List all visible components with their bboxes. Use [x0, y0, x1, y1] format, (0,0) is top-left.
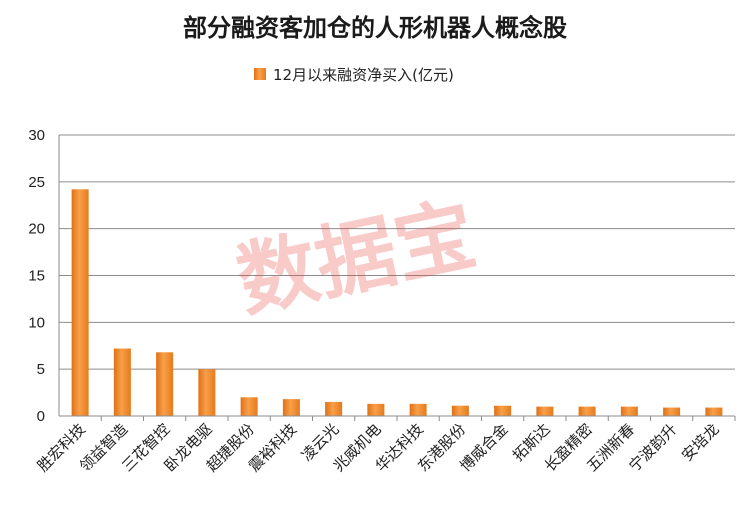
bar [536, 406, 554, 416]
bar [409, 403, 427, 416]
y-tick-label: 0 [37, 408, 45, 425]
bar [113, 348, 131, 416]
y-tick-label: 5 [37, 361, 45, 378]
x-axis: 胜宏科技领益智造三花智控卧龙电驱超捷股份震裕科技凌云光兆威机电华达科技东港股份博… [34, 415, 736, 475]
bar [578, 406, 596, 416]
watermark: 数据宝 [229, 188, 483, 329]
bar [240, 397, 258, 416]
bar [156, 352, 174, 416]
y-axis: 0 5 10 15 20 25 30 [28, 127, 60, 425]
bar [451, 405, 469, 416]
y-tick-label: 10 [28, 314, 45, 331]
bar [494, 405, 512, 416]
y-tick-label: 30 [28, 127, 45, 144]
bar [198, 369, 216, 416]
legend-label: 12月以来融资净买入(亿元) [273, 66, 454, 84]
bar [663, 407, 681, 416]
bar [282, 399, 300, 416]
bar [367, 403, 385, 416]
chart-title: 部分融资客加仓的人形机器人概念股 [183, 14, 567, 42]
x-tick-label: 安培龙 [678, 420, 723, 465]
y-tick-label: 15 [28, 268, 45, 285]
bar [71, 189, 89, 416]
bar [325, 401, 343, 416]
y-tick-label: 25 [28, 174, 45, 191]
legend: 12月以来融资净买入(亿元) [254, 66, 454, 84]
bars [71, 189, 723, 416]
y-tick-label: 20 [28, 221, 45, 238]
legend-swatch [254, 68, 266, 80]
bar [705, 407, 723, 416]
bar [620, 406, 638, 416]
